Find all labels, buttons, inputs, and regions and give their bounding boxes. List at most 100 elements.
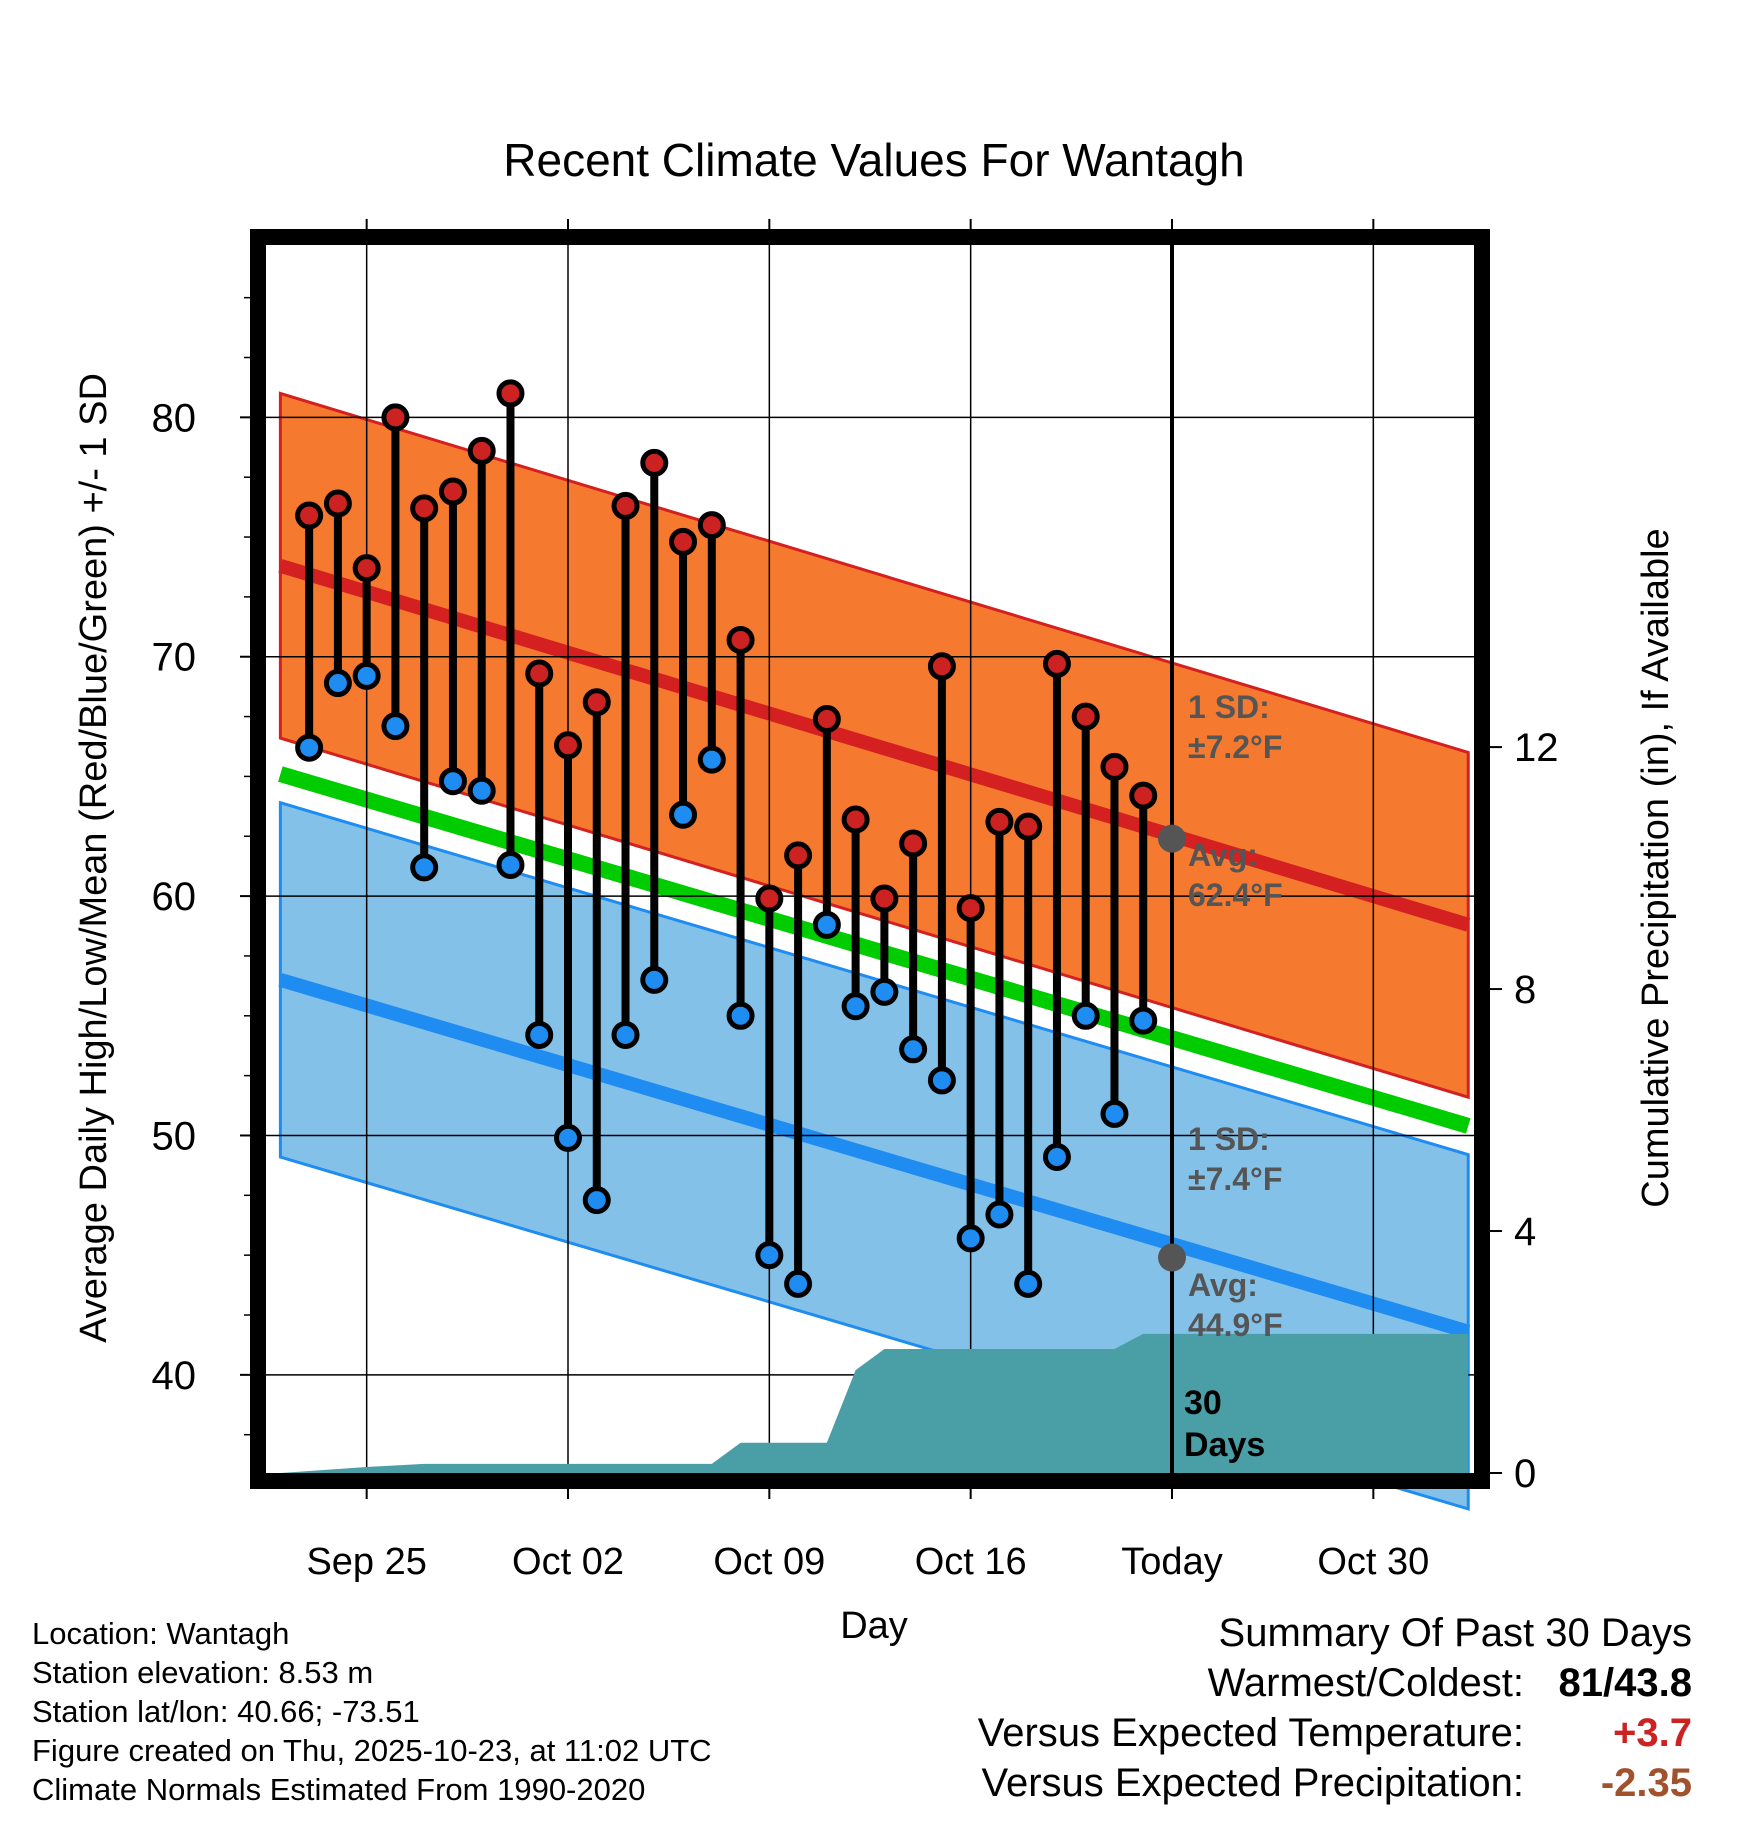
daily-high-point (841, 805, 870, 834)
daily-high-point (870, 884, 899, 913)
daily-low-point (1100, 1099, 1129, 1128)
frame-layer (250, 229, 1490, 1489)
daily-low-point (295, 733, 324, 762)
daily-high-point (726, 625, 755, 654)
daily-low-point (726, 1001, 755, 1030)
precipitation-area (280, 1333, 1469, 1473)
daily-low-point (554, 1123, 582, 1152)
daily-high-point (410, 494, 439, 523)
daily-high-point (554, 731, 582, 760)
daily-low-point (899, 1035, 928, 1064)
daily-high-point (899, 829, 928, 858)
mean-average-line (278, 766, 1471, 1134)
normals-text: Climate Normals Estimated From 1990-2020 (32, 1772, 646, 1807)
daily-high-point (640, 448, 669, 477)
value-separator: / (1603, 1661, 1615, 1705)
x-tick-label: Today (1121, 1541, 1222, 1583)
daily-high-point (784, 841, 813, 870)
daily-high-point (1071, 702, 1100, 731)
y-tick-label: 70 (152, 636, 197, 680)
daily-high-point (927, 652, 956, 681)
daily-low-point (669, 800, 698, 829)
high-sd-label: 1 SD: (1188, 689, 1270, 725)
y2-tick-label: 12 (1514, 726, 1559, 770)
daily-high-point (1129, 781, 1158, 810)
daily-low-point (410, 853, 439, 882)
daily-low-point (985, 1200, 1014, 1229)
y-tick-label: 60 (152, 875, 197, 919)
low-avg-value: 44.9°F (1188, 1307, 1283, 1343)
today-high-average-marker (1158, 824, 1186, 853)
precipitation-anomaly-label: Versus Expected Precipitation: (981, 1761, 1524, 1805)
daily-low-point (467, 776, 496, 805)
daily-low-point (640, 965, 669, 994)
temperature-anomaly-value: +3.7 (1613, 1711, 1692, 1755)
daily-low-point (1042, 1143, 1071, 1172)
daily-high-point (381, 403, 410, 432)
daily-low-point (1129, 1006, 1158, 1035)
chart-title: Recent Climate Values For Wantagh (503, 134, 1244, 186)
low-sd-label: 1 SD: (1188, 1121, 1270, 1157)
daily-high-point (1014, 812, 1043, 841)
y-axis-label: Average Daily High/Low/Mean (Red/Blue/Gr… (73, 373, 115, 1343)
y-tick-label: 80 (152, 396, 197, 440)
temperature-bars-layer (295, 245, 1174, 1473)
daily-low-point (784, 1269, 813, 1298)
x-tick-label: Oct 09 (713, 1541, 825, 1583)
high-avg-value: 62.4°F (1188, 877, 1283, 913)
temperature-anomaly-label: Versus Expected Temperature: (977, 1711, 1524, 1755)
daily-low-point (697, 745, 726, 774)
daily-high-point (1042, 649, 1071, 678)
annotation-layer: 1 SD: ±7.2°F Avg: 62.4°F 1 SD: ±7.4°F Avg: 44.9… (1158, 689, 1283, 1464)
plot-frame (250, 229, 1490, 1489)
daily-low-point (956, 1224, 985, 1253)
daily-low-point (438, 767, 467, 796)
latlon-text: Station lat/lon: 40.66; -73.51 (32, 1694, 420, 1729)
y2-tick-label: 4 (1514, 1210, 1536, 1254)
daily-high-point (582, 688, 611, 717)
daily-high-point (438, 477, 467, 506)
created-text: Figure created on Thu, 2025-10-23, at 11… (32, 1733, 712, 1768)
daily-low-point (323, 669, 352, 698)
daily-high-point (812, 704, 841, 733)
x-tick-label: Oct 16 (915, 1541, 1027, 1583)
precipitation-anomaly-value: -2.35 (1600, 1761, 1692, 1805)
y2-tick-label: 8 (1514, 968, 1536, 1012)
daily-high-point (525, 659, 554, 688)
warmest-coldest-label: Warmest/Coldest: (1207, 1661, 1524, 1705)
daily-high-point (496, 379, 525, 408)
high-sd-value: ±7.2°F (1188, 729, 1282, 765)
x-tick-label: Oct 02 (512, 1541, 624, 1583)
daily-low-point (1071, 1001, 1100, 1030)
daily-high-point (956, 894, 985, 923)
daily-low-point (582, 1186, 611, 1215)
x-tick-label: Oct 30 (1317, 1541, 1429, 1583)
warmest-value: 81 (1558, 1661, 1604, 1705)
warmest-coldest-value: 81/43.8 (1542, 1658, 1692, 1708)
daily-high-point (669, 527, 698, 556)
precipitation-layer (280, 1333, 1469, 1473)
coldest-value: 43.8 (1614, 1661, 1692, 1705)
location-text: Location: Wantagh (32, 1616, 290, 1651)
y-tick-label: 40 (152, 1354, 197, 1398)
warmest-coldest-row: Warmest/Coldest: 81/43.8 (978, 1658, 1692, 1708)
daily-high-point (1100, 752, 1129, 781)
high-avg-label: Avg: (1188, 837, 1258, 873)
temperature-anomaly-row: Versus Expected Temperature: +3.7 (978, 1708, 1692, 1758)
station-info: Location: Wantagh Station elevation: 8.5… (32, 1614, 712, 1809)
daily-low-point (870, 977, 899, 1006)
daily-high-point (467, 436, 496, 465)
daily-low-point (611, 1020, 640, 1049)
low-sd-value: ±7.4°F (1188, 1161, 1282, 1197)
summary-title: Summary Of Past 30 Days (1218, 1611, 1692, 1655)
daily-high-point (323, 489, 352, 518)
daily-low-point (812, 910, 841, 939)
daily-low-point (927, 1066, 956, 1095)
daily-low-point (841, 992, 870, 1021)
precipitation-anomaly-row: Versus Expected Precipitation: -2.35 (978, 1758, 1692, 1808)
daily-low-point (496, 850, 525, 879)
daily-high-point (352, 554, 381, 583)
daily-high-point (985, 807, 1014, 836)
daily-high-point (295, 501, 324, 530)
